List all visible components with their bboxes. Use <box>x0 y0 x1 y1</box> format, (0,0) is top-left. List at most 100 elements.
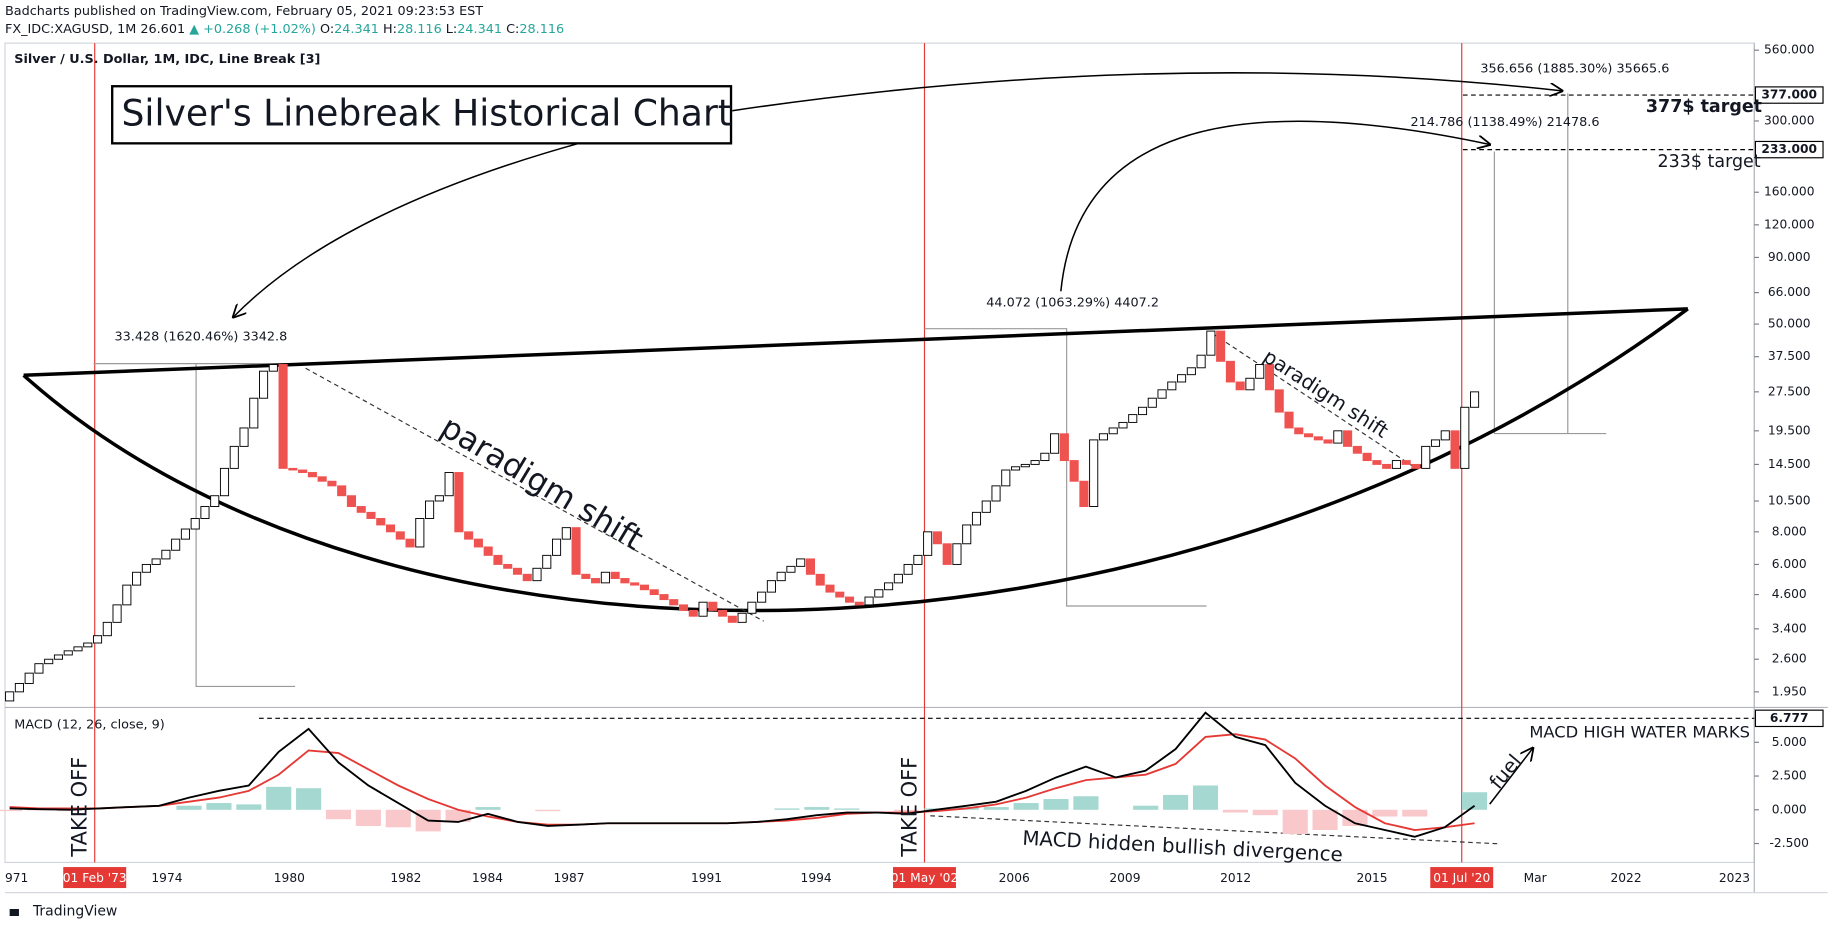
histogram-bar <box>1372 809 1398 817</box>
histogram-bar <box>983 807 1009 810</box>
x-tick-label: 1982 <box>390 871 421 885</box>
histogram-bar <box>0 809 23 812</box>
down-brick <box>366 511 376 519</box>
trend-dashes <box>305 332 1498 845</box>
up-brick <box>1186 367 1196 376</box>
down-brick <box>815 573 825 586</box>
up-brick <box>1118 421 1128 429</box>
down-brick <box>835 591 845 598</box>
up-brick <box>83 642 93 648</box>
target-tag-label: 377.000 <box>1761 88 1817 102</box>
up-brick <box>532 567 542 582</box>
date-tag <box>893 867 956 889</box>
o-value: 24.341 <box>334 22 379 37</box>
histogram-bar <box>834 808 860 810</box>
down-brick <box>376 518 386 526</box>
measure-label: 33.428 (1620.46%) 3342.8 <box>115 329 288 344</box>
pane-title: Silver / U.S. Dollar, 1M, IDC, Line Brea… <box>14 52 320 67</box>
target-tag-label: 233.000 <box>1761 142 1817 156</box>
down-brick <box>825 584 835 593</box>
histogram-bar <box>296 788 322 810</box>
histogram-bar <box>1342 809 1368 826</box>
up-brick <box>1421 445 1431 469</box>
down-brick <box>1216 330 1226 362</box>
up-brick <box>229 445 239 469</box>
down-brick <box>1294 427 1304 435</box>
down-brick <box>327 480 337 487</box>
down-brick <box>1284 411 1294 429</box>
down-brick <box>1264 364 1275 391</box>
histogram-bar <box>774 808 800 810</box>
up-brick <box>1255 364 1265 379</box>
date-tag-label: 01 May '02 <box>891 871 958 885</box>
up-brick <box>874 589 884 598</box>
down-brick <box>483 546 493 556</box>
y-tick-label: 66.000 <box>1768 285 1811 299</box>
down-brick <box>307 472 317 478</box>
annotation: TAKE OFF <box>68 757 92 858</box>
histogram-bar <box>1133 805 1159 810</box>
up-brick <box>102 621 112 637</box>
y-tick-label: 90.000 <box>1768 250 1811 264</box>
resistance-line <box>23 307 1688 378</box>
up-brick <box>1196 354 1206 369</box>
y-tick-label: 27.500 <box>1768 384 1811 398</box>
histogram-bar <box>1222 809 1248 813</box>
up-brick <box>434 495 444 502</box>
histogram-bar <box>1252 809 1278 816</box>
histogram-bar <box>1282 809 1308 835</box>
down-brick <box>356 506 366 513</box>
up-brick <box>219 467 230 497</box>
histogram-bar <box>355 809 381 826</box>
x-tick-label: 2023 <box>1719 871 1750 885</box>
down-brick <box>454 472 464 533</box>
up-brick <box>1098 433 1108 441</box>
down-brick <box>718 609 728 617</box>
down-brick <box>385 524 396 533</box>
up-brick <box>747 601 757 614</box>
histogram-bar <box>206 803 232 810</box>
up-brick <box>561 527 571 540</box>
x-tick-label: Mar <box>1524 871 1548 885</box>
up-brick <box>63 650 73 656</box>
up-brick <box>1001 469 1011 487</box>
down-brick <box>473 538 483 548</box>
histogram-bar <box>1462 792 1488 810</box>
down-brick <box>649 589 659 596</box>
histogram-bar <box>535 809 561 812</box>
down-brick <box>464 531 474 540</box>
up-brick <box>5 691 15 702</box>
histogram-bar <box>1043 798 1069 810</box>
down-brick <box>522 573 532 582</box>
up-brick <box>44 658 54 665</box>
histogram-bar <box>1163 794 1189 810</box>
y-tick-label: 300.000 <box>1764 113 1815 127</box>
down-brick <box>844 596 855 603</box>
down-brick <box>630 582 640 586</box>
histogram-bar <box>1312 809 1338 831</box>
up-brick <box>122 584 132 606</box>
up-brick <box>981 500 991 513</box>
annotation: TAKE OFF <box>898 757 922 858</box>
up-brick <box>1108 427 1118 435</box>
down-brick <box>1352 445 1362 454</box>
up-brick <box>415 518 425 548</box>
y-tick-label: 5.000 <box>1772 735 1807 749</box>
support-curve <box>22 307 1689 613</box>
annotation: fuel <box>1485 750 1527 793</box>
down-brick <box>337 485 347 497</box>
up-brick <box>991 485 1001 502</box>
up-brick <box>53 654 64 660</box>
y-tick-label: 19.500 <box>1768 423 1811 437</box>
down-brick <box>669 599 679 606</box>
histogram-bar <box>1402 809 1428 817</box>
down-brick <box>288 467 298 471</box>
down-brick <box>1069 460 1079 482</box>
annotation: MACD HIGH WATER MARKS <box>1529 723 1750 742</box>
x-tick-label: 2015 <box>1356 871 1387 885</box>
y-tick-label: 160.000 <box>1764 185 1815 199</box>
down-brick <box>1323 439 1333 444</box>
x-tick-label: 1980 <box>274 871 305 885</box>
y-tick-label: 50.000 <box>1768 317 1811 331</box>
down-brick <box>678 604 689 611</box>
